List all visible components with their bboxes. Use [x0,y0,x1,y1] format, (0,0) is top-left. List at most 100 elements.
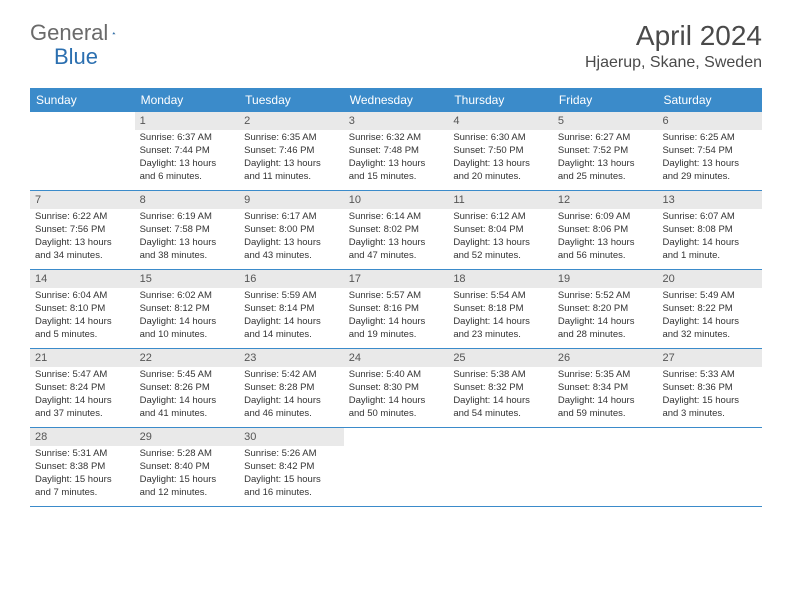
sunrise-text: Sunrise: 5:35 AM [558,369,653,382]
day-number: 13 [657,191,762,209]
day-header: Friday [553,88,658,112]
daylight-line1: Daylight: 13 hours [662,158,757,171]
day-number: 12 [553,191,658,209]
daylight-line2: and 15 minutes. [349,171,444,184]
day-number: 24 [344,349,449,367]
day-cell: 25Sunrise: 5:38 AMSunset: 8:32 PMDayligh… [448,349,553,427]
daylight-line2: and 6 minutes. [140,171,235,184]
daylight-line2: and 5 minutes. [35,329,130,342]
day-number: 7 [30,191,135,209]
sunset-text: Sunset: 8:20 PM [558,303,653,316]
sunrise-text: Sunrise: 5:26 AM [244,448,339,461]
daylight-line1: Daylight: 14 hours [244,316,339,329]
daylight-line1: Daylight: 13 hours [35,237,130,250]
daylight-line2: and 47 minutes. [349,250,444,263]
daylight-line2: and 56 minutes. [558,250,653,263]
day-body: Sunrise: 5:33 AMSunset: 8:36 PMDaylight:… [657,367,762,424]
day-number: 20 [657,270,762,288]
day-body: Sunrise: 5:42 AMSunset: 8:28 PMDaylight:… [239,367,344,424]
logo: General [30,20,136,46]
header: General April 2024 Hjaerup, Skane, Swede… [0,0,792,80]
week-row: 28Sunrise: 5:31 AMSunset: 8:38 PMDayligh… [30,428,762,507]
sunset-text: Sunset: 7:44 PM [140,145,235,158]
daylight-line1: Daylight: 13 hours [140,158,235,171]
day-body: Sunrise: 5:52 AMSunset: 8:20 PMDaylight:… [553,288,658,345]
day-body: Sunrise: 5:40 AMSunset: 8:30 PMDaylight:… [344,367,449,424]
daylight-line1: Daylight: 13 hours [349,158,444,171]
weeks-container: 1Sunrise: 6:37 AMSunset: 7:44 PMDaylight… [30,112,762,507]
day-body: Sunrise: 6:07 AMSunset: 8:08 PMDaylight:… [657,209,762,266]
sunrise-text: Sunrise: 5:47 AM [35,369,130,382]
daylight-line1: Daylight: 14 hours [35,316,130,329]
daylight-line2: and 1 minute. [662,250,757,263]
day-number: 3 [344,112,449,130]
daylight-line2: and 11 minutes. [244,171,339,184]
day-cell: 15Sunrise: 6:02 AMSunset: 8:12 PMDayligh… [135,270,240,348]
day-body: Sunrise: 5:45 AMSunset: 8:26 PMDaylight:… [135,367,240,424]
day-cell: 27Sunrise: 5:33 AMSunset: 8:36 PMDayligh… [657,349,762,427]
logo-text-blue: Blue [54,44,98,69]
day-body: Sunrise: 6:12 AMSunset: 8:04 PMDaylight:… [448,209,553,266]
daylight-line2: and 28 minutes. [558,329,653,342]
day-body: Sunrise: 6:09 AMSunset: 8:06 PMDaylight:… [553,209,658,266]
daylight-line2: and 29 minutes. [662,171,757,184]
empty-cell [657,428,762,506]
sunset-text: Sunset: 8:14 PM [244,303,339,316]
sunrise-text: Sunrise: 6:32 AM [349,132,444,145]
daylight-line1: Daylight: 15 hours [35,474,130,487]
daylight-line2: and 46 minutes. [244,408,339,421]
daylight-line1: Daylight: 13 hours [140,237,235,250]
day-body: Sunrise: 5:28 AMSunset: 8:40 PMDaylight:… [135,446,240,503]
daylight-line2: and 3 minutes. [662,408,757,421]
day-body: Sunrise: 6:27 AMSunset: 7:52 PMDaylight:… [553,130,658,187]
day-number: 23 [239,349,344,367]
day-body: Sunrise: 5:26 AMSunset: 8:42 PMDaylight:… [239,446,344,503]
daylight-line1: Daylight: 14 hours [453,316,548,329]
day-cell: 26Sunrise: 5:35 AMSunset: 8:34 PMDayligh… [553,349,658,427]
sunrise-text: Sunrise: 5:31 AM [35,448,130,461]
day-cell: 28Sunrise: 5:31 AMSunset: 8:38 PMDayligh… [30,428,135,506]
sunrise-text: Sunrise: 6:35 AM [244,132,339,145]
day-body: Sunrise: 5:47 AMSunset: 8:24 PMDaylight:… [30,367,135,424]
day-cell: 20Sunrise: 5:49 AMSunset: 8:22 PMDayligh… [657,270,762,348]
day-number: 5 [553,112,658,130]
sunset-text: Sunset: 8:00 PM [244,224,339,237]
sunrise-text: Sunrise: 6:02 AM [140,290,235,303]
daylight-line2: and 43 minutes. [244,250,339,263]
sunrise-text: Sunrise: 5:49 AM [662,290,757,303]
day-number: 4 [448,112,553,130]
sunrise-text: Sunrise: 5:38 AM [453,369,548,382]
daylight-line1: Daylight: 13 hours [453,237,548,250]
daylight-line2: and 10 minutes. [140,329,235,342]
day-cell: 9Sunrise: 6:17 AMSunset: 8:00 PMDaylight… [239,191,344,269]
day-number: 15 [135,270,240,288]
day-body: Sunrise: 6:25 AMSunset: 7:54 PMDaylight:… [657,130,762,187]
sunrise-text: Sunrise: 6:27 AM [558,132,653,145]
sunrise-text: Sunrise: 5:54 AM [453,290,548,303]
day-body: Sunrise: 6:30 AMSunset: 7:50 PMDaylight:… [448,130,553,187]
day-cell: 2Sunrise: 6:35 AMSunset: 7:46 PMDaylight… [239,112,344,190]
day-cell: 4Sunrise: 6:30 AMSunset: 7:50 PMDaylight… [448,112,553,190]
daylight-line2: and 52 minutes. [453,250,548,263]
daylight-line2: and 20 minutes. [453,171,548,184]
sunset-text: Sunset: 7:56 PM [35,224,130,237]
sunset-text: Sunset: 7:58 PM [140,224,235,237]
day-cell: 24Sunrise: 5:40 AMSunset: 8:30 PMDayligh… [344,349,449,427]
day-number: 29 [135,428,240,446]
day-cell: 11Sunrise: 6:12 AMSunset: 8:04 PMDayligh… [448,191,553,269]
day-number: 18 [448,270,553,288]
daylight-line2: and 54 minutes. [453,408,548,421]
day-cell: 29Sunrise: 5:28 AMSunset: 8:40 PMDayligh… [135,428,240,506]
daylight-line1: Daylight: 13 hours [349,237,444,250]
daylight-line1: Daylight: 14 hours [453,395,548,408]
day-body: Sunrise: 5:31 AMSunset: 8:38 PMDaylight:… [30,446,135,503]
day-body: Sunrise: 6:19 AMSunset: 7:58 PMDaylight:… [135,209,240,266]
daylight-line2: and 16 minutes. [244,487,339,500]
sunset-text: Sunset: 8:32 PM [453,382,548,395]
month-title: April 2024 [585,20,762,52]
day-number: 26 [553,349,658,367]
day-body: Sunrise: 5:57 AMSunset: 8:16 PMDaylight:… [344,288,449,345]
daylight-line2: and 41 minutes. [140,408,235,421]
sunset-text: Sunset: 8:22 PM [662,303,757,316]
day-body: Sunrise: 6:04 AMSunset: 8:10 PMDaylight:… [30,288,135,345]
